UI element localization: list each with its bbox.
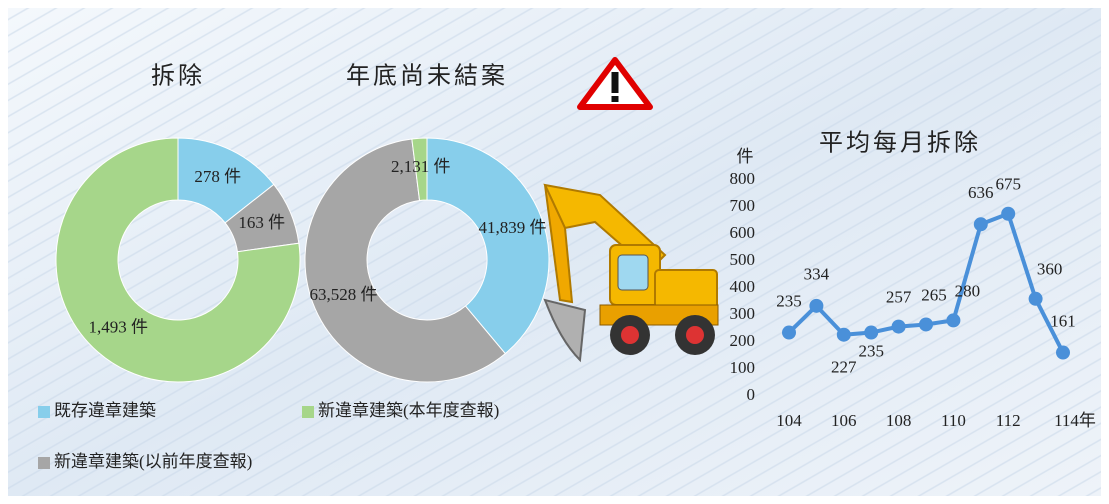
chart-title: 拆除 bbox=[151, 63, 205, 90]
excavator-icon bbox=[543, 183, 719, 363]
warning-icon bbox=[577, 57, 653, 110]
y-tick-label: 100 bbox=[730, 358, 756, 377]
data-label: 161 bbox=[1050, 311, 1076, 330]
y-tick-label: 400 bbox=[730, 277, 756, 296]
point bbox=[919, 317, 933, 332]
point bbox=[946, 313, 961, 328]
point bbox=[1001, 206, 1016, 221]
point bbox=[836, 327, 851, 342]
data-label: 360 bbox=[1037, 260, 1063, 279]
donut-slice bbox=[304, 138, 506, 383]
legend-swatch bbox=[38, 457, 50, 469]
data-label: 41,839 件 bbox=[479, 218, 547, 237]
point bbox=[1056, 345, 1070, 360]
legend-label: 既存違章建築 bbox=[54, 401, 156, 420]
data-label: 2,131 件 bbox=[391, 157, 451, 176]
data-label: 280 bbox=[955, 281, 981, 300]
point bbox=[864, 325, 879, 340]
data-label: 257 bbox=[886, 288, 912, 307]
y-tick-label: 500 bbox=[730, 250, 756, 269]
data-label: 163 件 bbox=[238, 213, 285, 232]
data-label: 265 bbox=[921, 285, 947, 304]
x-tick-label: 112 bbox=[996, 411, 1021, 430]
y-tick-label: 200 bbox=[730, 331, 756, 350]
donut-slice bbox=[411, 137, 428, 202]
data-label: 334 bbox=[804, 265, 830, 284]
x-tick-label: 114年 bbox=[1054, 411, 1096, 430]
data-label: 235 bbox=[776, 291, 802, 310]
chart-title: 年底尚未結案 bbox=[346, 63, 508, 90]
y-tick-label: 300 bbox=[730, 304, 756, 323]
data-label: 1,493 件 bbox=[88, 318, 148, 337]
y-tick-label: 800 bbox=[730, 169, 756, 188]
x-tick-label: 110 bbox=[941, 411, 966, 430]
y-tick-label: 0 bbox=[747, 385, 756, 404]
donut-slice bbox=[55, 137, 301, 383]
data-label: 63,528 件 bbox=[310, 285, 378, 304]
data-label: 227 bbox=[831, 358, 857, 377]
legend-swatch bbox=[38, 406, 50, 418]
point bbox=[1028, 291, 1043, 306]
chart-title: 平均每月拆除 bbox=[819, 130, 981, 157]
y-axis-label: 件 bbox=[737, 147, 754, 166]
point bbox=[891, 319, 906, 334]
data-label: 235 bbox=[858, 341, 884, 360]
x-tick-label: 104 bbox=[776, 411, 802, 430]
data-label: 636 bbox=[968, 183, 994, 202]
point bbox=[809, 298, 824, 313]
point bbox=[973, 217, 988, 232]
y-tick-label: 600 bbox=[730, 223, 756, 242]
legend-swatch bbox=[302, 406, 314, 418]
point bbox=[782, 325, 796, 340]
legend-label: 新違章建築(本年度查報) bbox=[318, 401, 499, 420]
donut-slice bbox=[426, 137, 550, 355]
x-tick-label: 106 bbox=[831, 411, 857, 430]
data-label: 675 bbox=[995, 175, 1021, 194]
x-tick-label: 108 bbox=[886, 411, 912, 430]
data-label: 278 件 bbox=[194, 167, 241, 186]
y-tick-label: 700 bbox=[730, 196, 756, 215]
legend-label: 新違章建築(以前年度查報) bbox=[54, 452, 252, 471]
